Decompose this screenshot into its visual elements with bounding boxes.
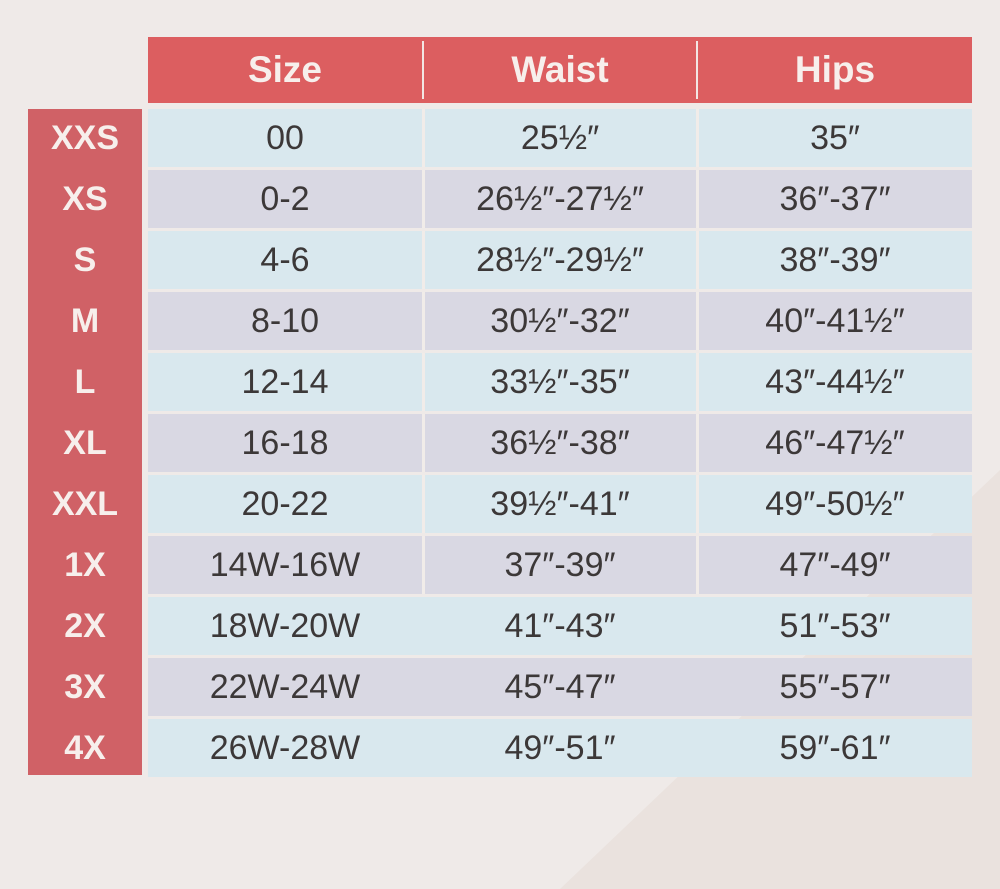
column-divider xyxy=(696,109,699,167)
cell-waist: 36½″-38″ xyxy=(490,424,630,462)
size-label: XXS xyxy=(50,119,120,157)
table-row: 8-10 30½″-32″ 40″-41½″ xyxy=(148,292,972,350)
cell-hips: 55″-57″ xyxy=(779,668,891,706)
cell-size: 0-2 xyxy=(260,180,310,218)
table-row: 4-6 28½″-29½″ 38″-39″ xyxy=(148,231,972,289)
cell-waist: 45″-47″ xyxy=(504,668,616,706)
cell-size: 12-14 xyxy=(241,363,329,401)
cell-size: 26W-28W xyxy=(209,729,361,767)
cell-waist: 37″-39″ xyxy=(504,546,616,584)
cell-waist: 41″-43″ xyxy=(504,607,616,645)
cell-hips: 38″-39″ xyxy=(779,241,891,279)
header-hips: Hips xyxy=(794,49,876,90)
table-row: 0-2 26½″-27½″ 36″-37″ xyxy=(148,170,972,228)
cell-waist: 26½″-27½″ xyxy=(476,180,644,218)
table-row: 22W-24W 45″-47″ 55″-57″ xyxy=(148,658,972,716)
column-divider xyxy=(696,353,699,411)
header-size: Size xyxy=(247,49,323,90)
size-label: XXL xyxy=(51,485,119,523)
cell-size: 4-6 xyxy=(260,241,310,279)
cell-waist: 39½″-41″ xyxy=(490,485,630,523)
cell-hips: 35″ xyxy=(810,119,860,157)
column-divider xyxy=(422,170,425,228)
table-row: 26W-28W 49″-51″ 59″-61″ xyxy=(148,719,972,777)
table-row: 12-14 33½″-35″ 43″-44½″ xyxy=(148,353,972,411)
cell-size: 22W-24W xyxy=(209,668,361,706)
cell-size: 20-22 xyxy=(241,485,329,523)
cell-hips: 43″-44½″ xyxy=(765,363,905,401)
size-label: 4X xyxy=(64,729,106,767)
size-label: XS xyxy=(62,180,108,218)
column-divider xyxy=(422,292,425,350)
column-divider xyxy=(696,414,699,472)
size-label: S xyxy=(73,241,97,279)
table-row: 14W-16W 37″-39″ 47″-49″ xyxy=(148,536,972,594)
column-divider xyxy=(422,353,425,411)
size-label: 1X xyxy=(64,546,106,584)
cell-waist: 25½″ xyxy=(520,119,600,157)
cell-hips: 46″-47½″ xyxy=(765,424,905,462)
cell-size: 14W-16W xyxy=(209,546,361,584)
size-label: 2X xyxy=(64,607,106,645)
table-header: Size Waist Hips xyxy=(148,37,972,103)
cell-hips: 47″-49″ xyxy=(779,546,891,584)
header-divider xyxy=(696,41,698,99)
cell-waist: 33½″-35″ xyxy=(490,363,630,401)
column-divider xyxy=(696,231,699,289)
cell-waist: 28½″-29½″ xyxy=(476,241,644,279)
cell-size: 8-10 xyxy=(250,302,320,340)
size-label: M xyxy=(70,302,100,340)
size-label: 3X xyxy=(64,668,106,706)
header-divider xyxy=(422,41,424,99)
table-row: 00 25½″ 35″ xyxy=(148,109,972,167)
column-divider xyxy=(422,536,425,594)
column-divider xyxy=(422,109,425,167)
column-divider xyxy=(422,414,425,472)
column-divider xyxy=(696,536,699,594)
cell-hips: 51″-53″ xyxy=(779,607,891,645)
cell-size: 00 xyxy=(266,119,304,157)
cell-hips: 59″-61″ xyxy=(779,729,891,767)
cell-size: 16-18 xyxy=(241,424,329,462)
column-divider xyxy=(422,231,425,289)
table-row: 20-22 39½″-41″ 49″-50½″ xyxy=(148,475,972,533)
cell-hips: 36″-37″ xyxy=(779,180,891,218)
cell-waist: 49″-51″ xyxy=(504,729,616,767)
column-divider xyxy=(696,170,699,228)
cell-size: 18W-20W xyxy=(209,607,361,645)
size-label-column: XXS XS S M L XL XXL 1X 2X 3X 4X xyxy=(28,109,142,775)
table-row: 18W-20W 41″-43″ 51″-53″ xyxy=(148,597,972,655)
size-label: L xyxy=(74,363,96,401)
column-divider xyxy=(696,292,699,350)
size-label: XL xyxy=(63,424,107,462)
column-divider xyxy=(696,475,699,533)
header-waist: Waist xyxy=(511,49,609,90)
table-row: 16-18 36½″-38″ 46″-47½″ xyxy=(148,414,972,472)
cell-waist: 30½″-32″ xyxy=(490,302,630,340)
cell-hips: 40″-41½″ xyxy=(765,302,905,340)
column-divider xyxy=(422,475,425,533)
cell-hips: 49″-50½″ xyxy=(765,485,905,523)
